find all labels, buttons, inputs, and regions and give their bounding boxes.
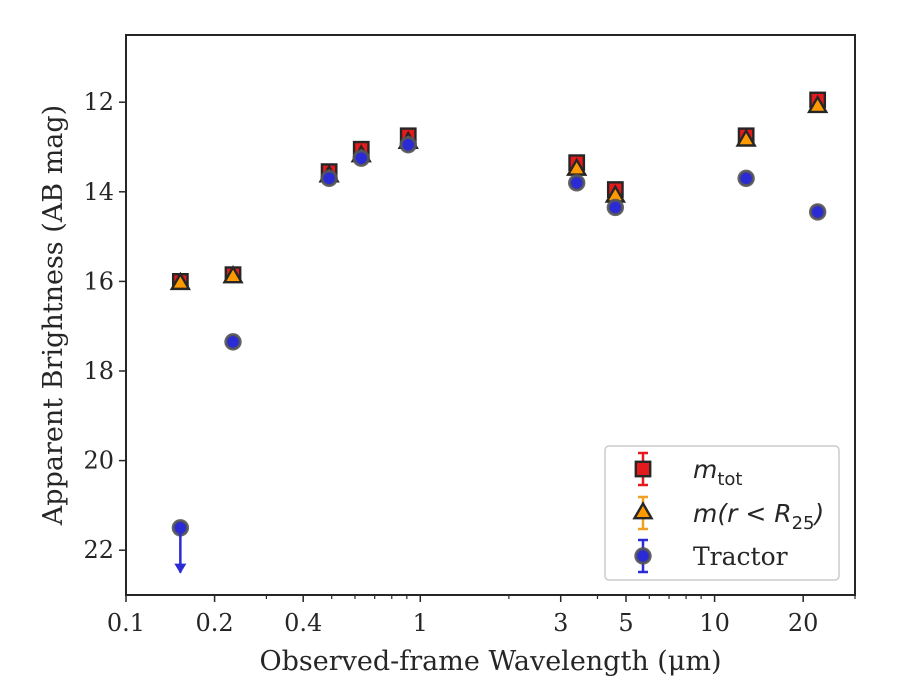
data-point: [735, 128, 757, 147]
legend-label: Tractor: [693, 542, 788, 571]
legend-marker-circle: [634, 547, 652, 565]
upper-limit-arrow-head: [174, 563, 187, 574]
x-tick-label: 10: [699, 609, 730, 637]
plot-frame: [125, 34, 856, 596]
y-tick-label: 14: [83, 178, 114, 206]
data-point: [737, 169, 755, 188]
data-point: [808, 203, 827, 221]
series-circle: [171, 136, 827, 574]
legend-box: [604, 445, 840, 581]
y-tick-label: 12: [83, 88, 114, 116]
x-tick-label: 1: [413, 609, 428, 637]
x-tick-label: 0.2: [196, 609, 234, 637]
y-tick-label: 20: [83, 447, 114, 475]
legend-marker-square: [634, 460, 652, 478]
plot-layer: [169, 91, 829, 574]
x-tick-label: 3: [553, 609, 568, 637]
x-tick-label: 0.4: [284, 609, 322, 637]
y-axis-label: Apparent Brightness (AB mag): [38, 105, 69, 526]
legend-label: m(r < R25): [693, 499, 824, 534]
x-axis-label: Observed-frame Wavelength (μm): [259, 646, 721, 677]
data-point: [399, 136, 417, 154]
legend-label: mtot: [693, 455, 743, 490]
data-point: [169, 271, 191, 291]
data-point: [352, 149, 370, 167]
y-tick-label: 18: [83, 357, 114, 385]
data-point: [807, 94, 829, 114]
x-axis: 0.1 0.2 0.4 1 3 5 10 20: [107, 595, 856, 637]
x-tick-label: 5: [618, 609, 633, 637]
legend: mtot m(r < R25) Tractor: [604, 445, 840, 581]
data-point: [222, 265, 244, 284]
y-tick-label: 22: [83, 536, 114, 564]
legend-marker-triangle: [632, 501, 654, 520]
x-tick-label: 20: [788, 609, 819, 637]
y-axis: 12 14 16 18 20 22: [83, 88, 126, 564]
data-point: [224, 333, 242, 351]
data-point: [568, 174, 586, 192]
y-tick-label: 16: [83, 267, 114, 295]
data-point: [320, 169, 338, 188]
x-tick-label: 0.1: [107, 609, 145, 637]
data-point: [606, 198, 625, 217]
